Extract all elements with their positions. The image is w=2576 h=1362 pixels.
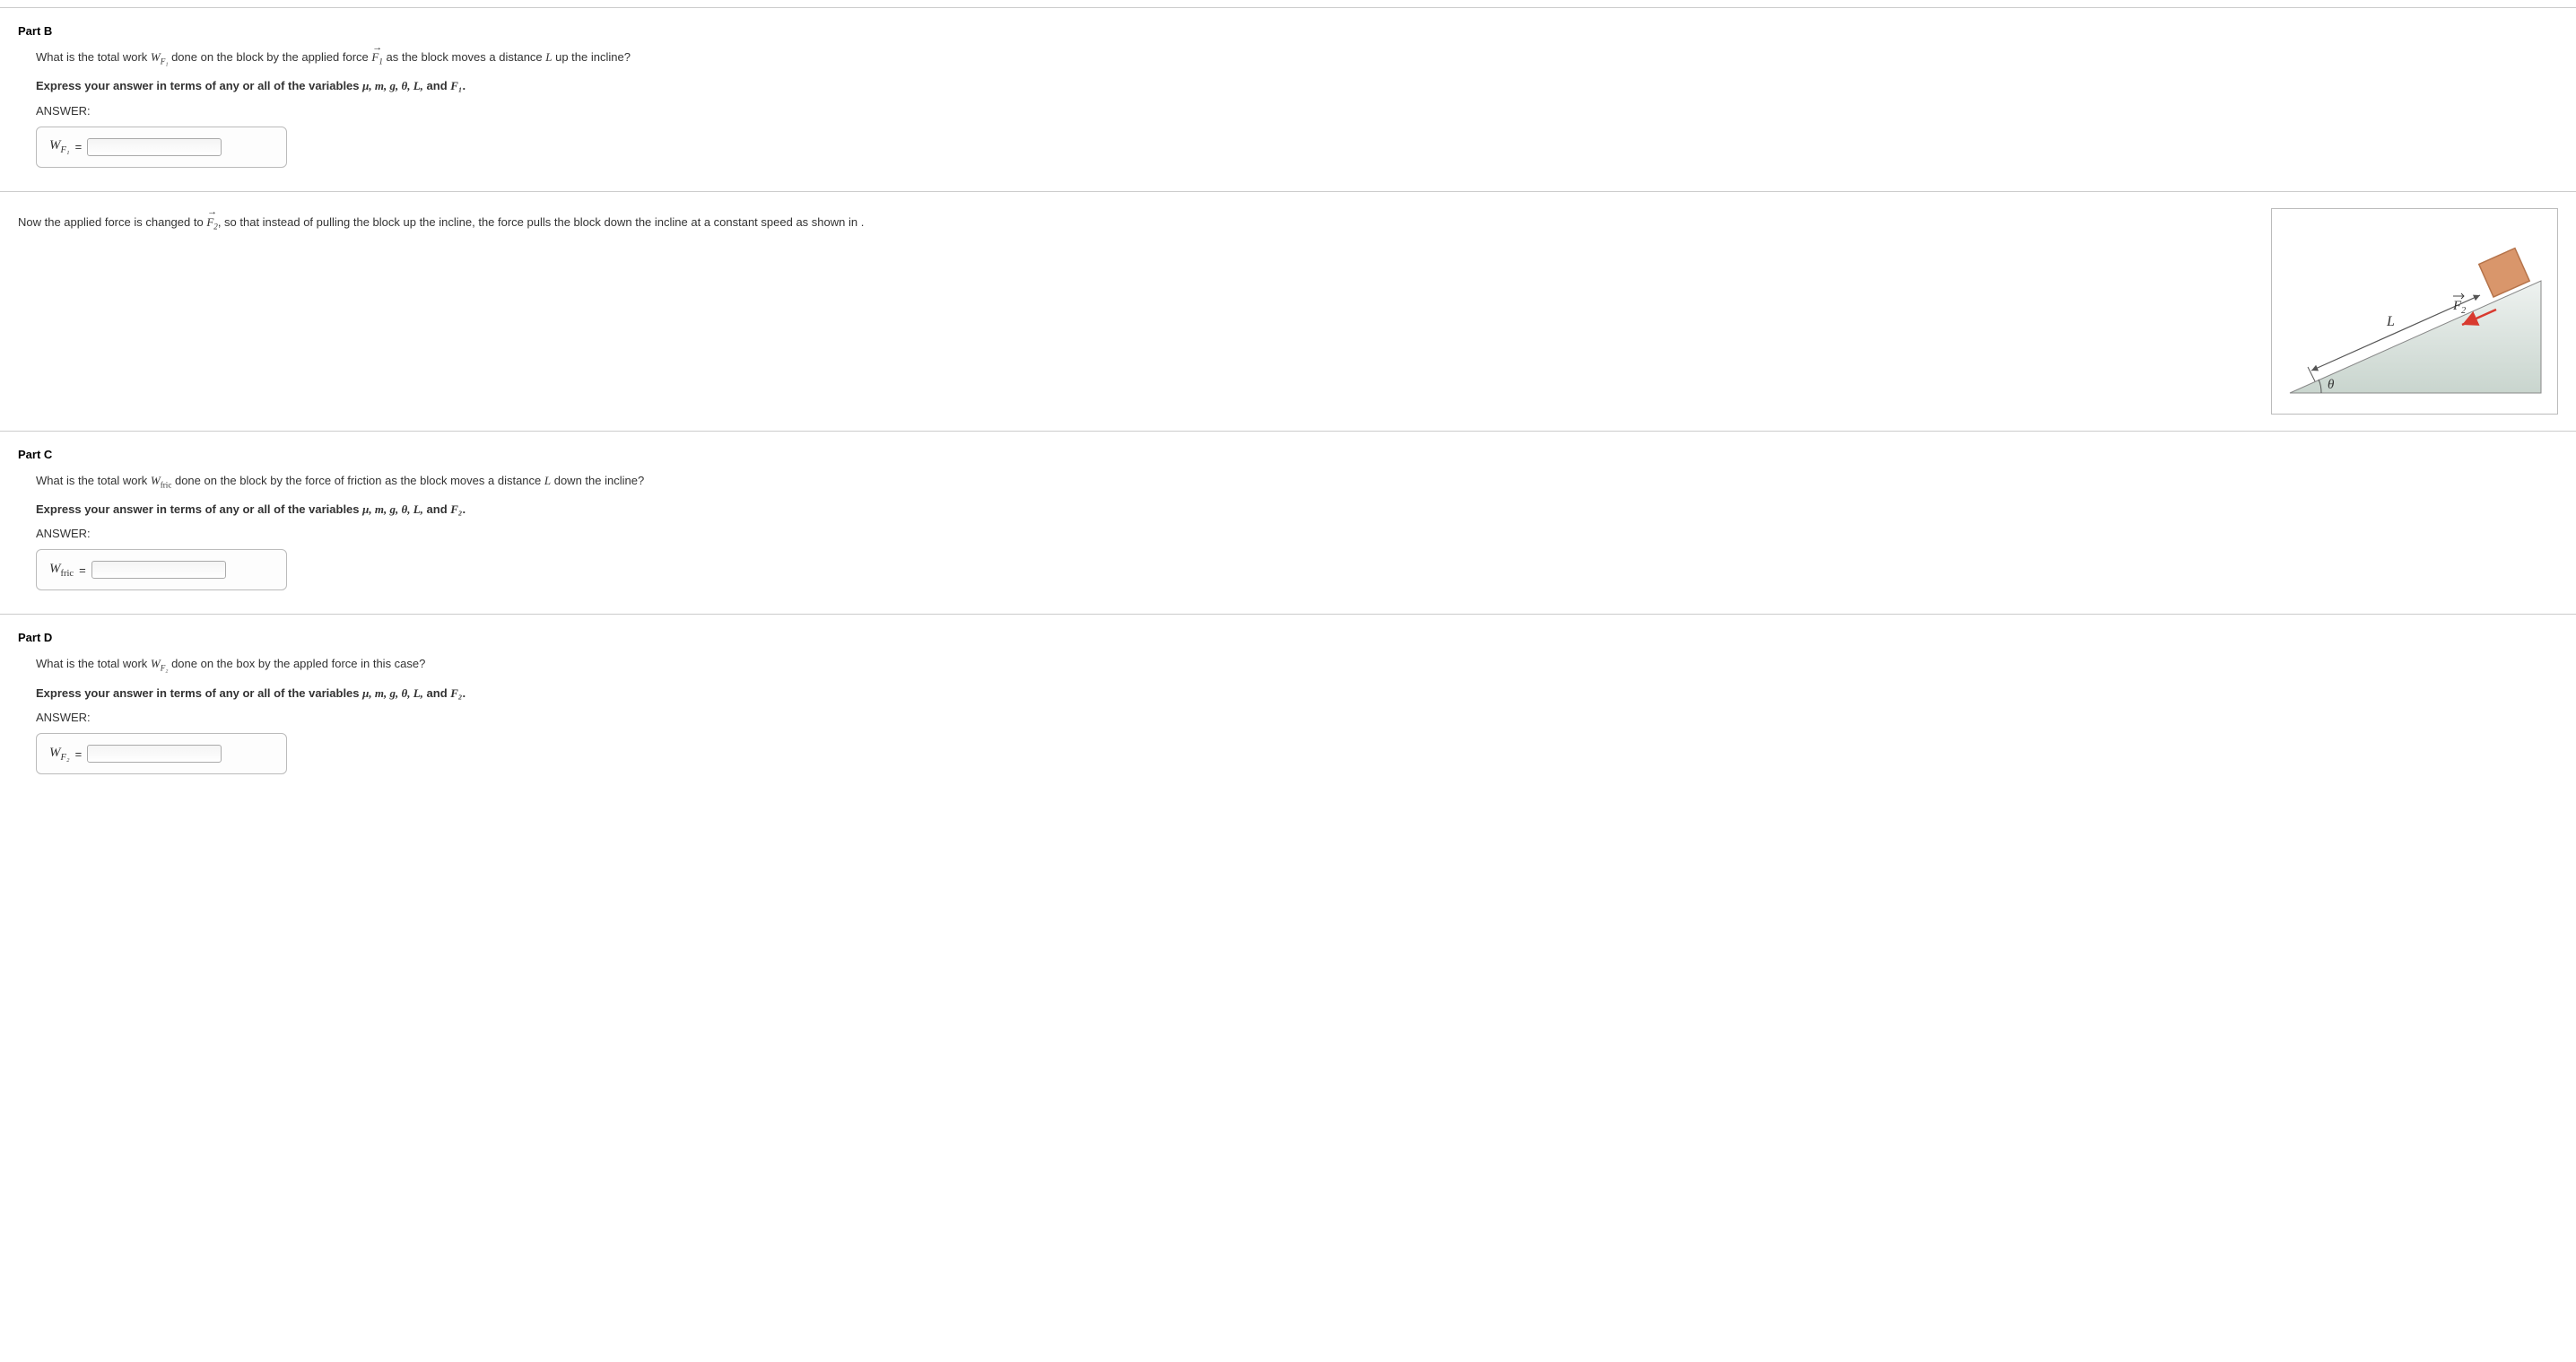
text: as the block moves a distance — [383, 50, 545, 64]
part-c-input[interactable] — [91, 561, 226, 579]
middle-text: Now the applied force is changed to F2, … — [18, 208, 2244, 233]
divider — [0, 431, 2576, 432]
answer-var: WF₂ — [49, 746, 70, 763]
text: What is the total work — [36, 50, 151, 64]
part-c-section: Part C What is the total work Wfric done… — [0, 439, 2576, 607]
force-vector: F — [371, 48, 379, 66]
work-f2-var: WF₂ — [151, 657, 169, 670]
work-fric-var: Wfric — [151, 474, 171, 487]
work-var: WF₁ — [151, 50, 169, 64]
length-label: L — [2386, 314, 2395, 329]
page-container: Part B What is the total work WF₁ done o… — [0, 7, 2576, 790]
divider — [0, 614, 2576, 615]
answer-label: ANSWER: — [36, 104, 2558, 118]
part-b-body: What is the total work WF₁ done on the b… — [18, 48, 2558, 168]
answer-label: ANSWER: — [36, 527, 2558, 540]
answer-var: WF₁ — [49, 138, 70, 155]
part-d-question: What is the total work WF₂ done on the b… — [36, 655, 2558, 675]
part-d-body: What is the total work WF₂ done on the b… — [18, 655, 2558, 774]
force-vector-2: F — [206, 214, 213, 231]
incline-figure: θ L F2 — [2271, 208, 2558, 415]
equals: = — [75, 140, 83, 153]
divider — [0, 7, 2576, 8]
part-c-body: What is the total work Wfric done on the… — [18, 472, 2558, 591]
part-d-answer-box: WF₂ = — [36, 733, 287, 774]
f2-label: F2 — [2452, 299, 2466, 316]
incline-svg: θ L F2 — [2272, 209, 2559, 415]
middle-row: Now the applied force is changed to F2, … — [0, 199, 2576, 423]
part-b-section: Part B What is the total work WF₁ done o… — [0, 15, 2576, 184]
equals: = — [79, 563, 86, 577]
part-c-answer-box: Wfric = — [36, 549, 287, 590]
part-b-title: Part B — [18, 24, 2558, 38]
part-d-section: Part D What is the total work WF₂ done o… — [0, 622, 2576, 790]
part-b-question: What is the total work WF₁ done on the b… — [36, 48, 2558, 68]
part-d-instruction: Express your answer in terms of any or a… — [36, 685, 2558, 703]
part-d-input[interactable] — [87, 745, 222, 763]
part-b-input[interactable] — [87, 138, 222, 156]
equals: = — [75, 747, 83, 761]
part-b-instruction: Express your answer in terms of any or a… — [36, 77, 2558, 95]
part-d-title: Part D — [18, 631, 2558, 644]
distance-var: L — [545, 50, 552, 64]
text: done on the block by the applied force — [168, 50, 371, 64]
part-c-instruction: Express your answer in terms of any or a… — [36, 501, 2558, 519]
answer-var: Wfric — [49, 562, 74, 579]
part-c-title: Part C — [18, 448, 2558, 461]
answer-label: ANSWER: — [36, 711, 2558, 724]
divider — [0, 191, 2576, 192]
part-c-question: What is the total work Wfric done on the… — [36, 472, 2558, 492]
part-b-answer-box: WF₁ = — [36, 127, 287, 168]
theta-label: θ — [2328, 378, 2335, 392]
text: up the incline? — [553, 50, 631, 64]
